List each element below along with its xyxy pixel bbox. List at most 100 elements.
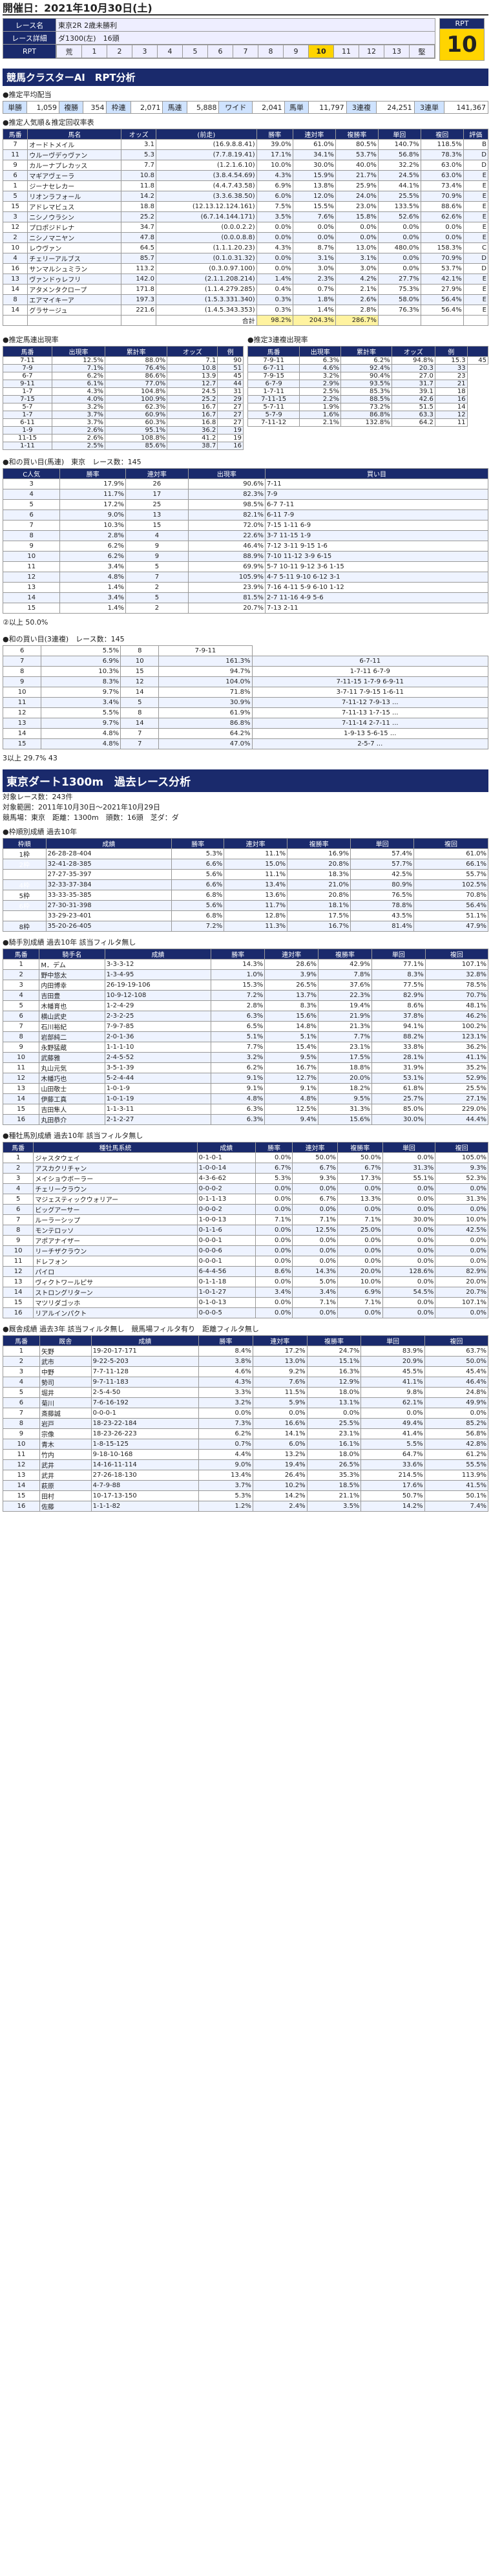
column-header: 例 [434,346,468,357]
table-cell: 15 [2,603,61,614]
table-cell: 50.0% [292,1152,338,1163]
table-cell: 10.0% [256,160,293,171]
column-header: 出現率 [187,468,266,479]
table-cell: 8 [2,530,61,541]
table-cell: 5 [3,1387,40,1398]
column-header: 成績 [90,1335,200,1346]
rpt-badge-value: 10 [439,28,485,61]
table-cell: 0-1-1-18 [196,1276,256,1287]
table-row: 5-7 3.2% 62.3% 16.7 27 [3,403,244,411]
table-row: 9 8.3% 12 104.0% 7-11-15 1-7-9 6-9-11 [2,676,489,687]
table-cell: 4.8% [59,572,127,583]
table-cell: 12.5% [292,1225,338,1236]
table-cell: 5.1% [211,1031,266,1042]
table-cell: 132.8% [340,418,392,427]
table-cell: 0.0% [335,222,379,233]
table-cell: 0-0-0-1 [90,1408,200,1419]
column-header: (前走) [155,129,257,140]
table-cell: 5.5% [41,707,121,718]
avg-value: 141,367 [444,101,488,114]
table-row: 10 武藤雅 2-4-5-52 3.2% 9.5% 17.5% 28.1% 41.1% [2,1052,489,1063]
table-cell: 1-1-1-82 [90,1501,200,1512]
table-row: 5 マジェスティックウォリアー 0-1-1-13 0.0% 6.7% 13.3% 0.0% 3… [2,1194,488,1205]
total-quinella: 204.3% [292,315,336,326]
table-cell: 27-30-31-398 [45,900,172,911]
table-cell: 44.4% [424,1114,489,1125]
table-cell: 7枠 [3,910,47,921]
column-header: 厩舎 [39,1335,92,1346]
table-cell: 28.1% [371,1052,426,1063]
table-cell: 6.5% [211,1021,266,1032]
table-cell: 480.0% [377,242,421,253]
sum-umaren-table: C人気 勝率 連対率 出現率 買い目 3 17.9% 26 90.6% 7-11 4 11.7% 17 8… [2,468,489,614]
table-cell: 9.2% [252,1366,308,1377]
table-cell: 45 [466,356,489,365]
table-cell: 6-7 [3,372,52,380]
table-cell: 0.3% [256,305,293,316]
race-info-table: レース名 東京2R 2歳未勝利 レース詳細 ダ1300(左) 16頭 RPT 荒 1 2 3… [3,18,435,59]
table-cell: アスカクリチャン [33,1163,198,1174]
jockey-table: 馬番 騎手名 成績 勝率 連対率 複勝率 単回 複回 1 M．デム 3-3-3-12 14.3% 28.… [2,949,489,1125]
table-cell: 20.8% [287,890,351,901]
table-row: 13 9.7% 14 86.8% 7-11-14 2-7-11 ... [2,718,489,729]
table-cell: 6.2% [340,356,392,365]
column-header: 単回 [371,949,426,960]
table-cell: 32.8% [424,969,489,980]
column-header: 複回 [413,838,488,849]
table-cell: 3.1% [292,253,336,264]
table-cell: 9-18-10-168 [90,1449,200,1460]
table-cell: 0.4% [256,284,293,295]
total-cell [463,315,489,326]
table-cell: 15 [2,1104,40,1115]
avg-payout-table: 単勝 1,059 複勝 354 枠連 2,071 馬連 5,888 ワイド 2,041 馬単 11,7… [2,101,488,114]
table-cell: (4.4.7.43.58) [155,180,257,191]
table-row: 7-11-12 2.1% 132.8% 64.2 11 [247,418,488,427]
table-cell: 12.9% [306,1377,362,1388]
table-row: 6 マギアヴェーラ 10.8 (3.8.4.54.69) 4.3% 15.9% 21.7% 2… [2,170,489,181]
table-row: 12 木幡巧也 5-2-4-44 9.1% 12.7% 20.0% 53.1% 52.9% [2,1073,489,1084]
table-cell: 25.2 [167,395,218,403]
appearance-section: ●推定馬連出現率 馬番 出現率 累計率 オッズ例 7-11 12.5% 88.0% 7.1 90… [3,331,489,450]
table-cell: 0.0% [382,1204,436,1215]
table-cell: 45.5% [360,1366,425,1377]
sanrenpuku-table: 馬番 出現率 累計率 オッズ例 7-9-11 6.3% 6.2% 94.8% 15.3 45 6-7… [247,346,489,427]
rpt-scale: 荒 1 2 3 4 5 6 7 8 9 10 11 12 13 堅 [56,45,435,58]
table-cell: 12.7% [264,1073,319,1084]
table-cell: 86.8% [340,411,392,419]
table-cell: 52.9% [424,1073,489,1084]
column-header: 馬番 [3,1335,40,1346]
table-cell: 30.9% [158,697,253,708]
table-cell: 0.0% [360,1408,425,1419]
table-cell: 90 [217,356,244,365]
column-header: 連対率 [292,1142,338,1153]
table-cell: 221.6 [121,305,156,316]
table-cell: 6.2% [59,551,127,562]
table-cell: 0.0% [256,253,293,264]
table-cell: 1-7-11 6-7-9 [251,666,489,677]
table-cell: 26-19-19-106 [104,980,212,991]
table-cell: 7-11-12 [247,418,300,427]
table-cell: 7-11 [3,356,52,365]
trainer-title: ●厩舎成績 過去3年 該当フィルタ無し 競馬場フィルタ有り 距離フィルタ無し [3,1325,259,1333]
table-cell: 15.4% [264,1042,319,1053]
table-cell: 113.2 [121,263,156,274]
table-cell: 9.5% [264,1052,319,1063]
table-cell: 17.6% [360,1480,425,1491]
table-cell: 25.2 [121,211,156,222]
table-cell: 7 [2,1214,34,1225]
table-cell: 75.3% [377,284,421,295]
table-cell: 18-23-26-223 [90,1428,200,1439]
table-cell: 0.0% [382,1235,436,1246]
avg-value: 354 [83,101,107,114]
table-cell: 41.1% [360,1377,425,1388]
table-cell: 3 [2,1173,34,1184]
table-cell: 142.0 [121,274,156,284]
table-cell: 61.8% [371,1083,426,1094]
column-header: 複回 [424,949,489,960]
table-cell: 萩原 [39,1480,92,1491]
table-row: 6-7-9 2.9% 93.5% 31.7 21 [247,380,488,388]
table-cell: 33-33-35-385 [45,890,172,901]
column-header: 馬番 [2,129,28,140]
table-cell: 0.0% [377,232,421,243]
column-header: 累計率 [105,346,168,357]
